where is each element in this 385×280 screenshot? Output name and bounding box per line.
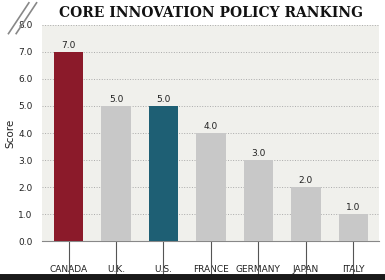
Bar [196, 133, 226, 241]
Bar [244, 160, 273, 241]
Bar [339, 214, 368, 241]
Bar [54, 52, 83, 241]
Text: 2.0: 2.0 [299, 176, 313, 185]
Text: 4.0: 4.0 [204, 122, 218, 131]
Y-axis label: Score: Score [5, 118, 15, 148]
Text: 3.0: 3.0 [251, 149, 266, 158]
Text: 5.0: 5.0 [109, 95, 123, 104]
Text: 1.0: 1.0 [346, 203, 360, 212]
Text: 7.0: 7.0 [61, 41, 76, 50]
Bar [291, 187, 321, 241]
Bar [149, 106, 178, 241]
Bar [101, 106, 131, 241]
Text: 5.0: 5.0 [156, 95, 171, 104]
Title: CORE INNOVATION POLICY RANKING: CORE INNOVATION POLICY RANKING [59, 6, 363, 20]
